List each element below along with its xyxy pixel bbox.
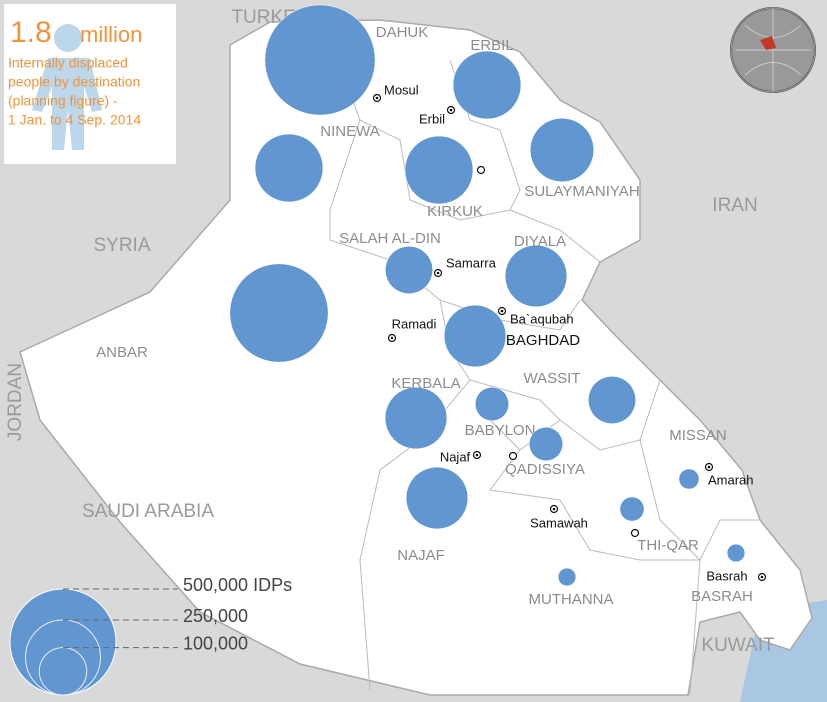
governorate-label: KIRKUK <box>427 203 483 220</box>
idp-bubble <box>443 304 507 368</box>
city-dot <box>476 165 486 175</box>
idp-bubble <box>405 466 469 530</box>
governorate-label: SALAH AL-DIN <box>339 230 441 247</box>
city-dot-center <box>475 453 479 457</box>
idp-bubble <box>529 117 595 183</box>
idp-bubble <box>726 543 746 563</box>
city-dot-center <box>375 96 379 100</box>
city-dot-center <box>707 465 711 469</box>
governorate-label: NINEWA <box>320 123 379 140</box>
city-dot-center <box>552 507 556 511</box>
country-label: JORDAN <box>5 363 26 441</box>
governorate-label: MISSAN <box>669 427 727 444</box>
legend-label: 250,000 <box>183 606 248 626</box>
city-label: Amarah <box>708 472 754 487</box>
governorate-label: BASRAH <box>691 588 753 605</box>
idp-bubble <box>452 50 522 120</box>
governorate-label: ANBAR <box>96 344 148 361</box>
legend-label: 100,000 <box>183 633 248 653</box>
city-dot-center <box>390 336 394 340</box>
city-dot-center <box>449 108 453 112</box>
governorate-label: BABYLON <box>465 422 536 439</box>
idp-bubble <box>504 244 568 308</box>
governorate-label: THI-QAR <box>637 537 699 554</box>
headline-description: people by destination <box>8 74 140 90</box>
legend-circle <box>9 588 117 696</box>
governorate-label: ERBIL <box>470 37 513 54</box>
governorate-label: WASSIT <box>524 370 581 387</box>
headline-description: (planning figure) - <box>8 93 118 109</box>
city-dot <box>630 528 640 538</box>
idp-bubble <box>474 386 510 422</box>
governorate-label: QADISSIYA <box>505 461 585 478</box>
city-label: Basrah <box>706 568 747 583</box>
headline-value: 1.8 <box>10 16 52 49</box>
city-dot <box>508 451 518 461</box>
idp-bubble <box>385 246 433 294</box>
person-icon <box>32 24 102 150</box>
headline-unit: million <box>80 22 142 47</box>
governorate-label: SULAYMANIYAH <box>524 183 639 200</box>
idp-bubble <box>619 496 645 522</box>
iraq <box>19 19 813 696</box>
governorate-label: DIYALA <box>514 233 566 250</box>
city-label: Ramadi <box>392 316 437 331</box>
governorate-label: NAJAF <box>397 547 445 564</box>
city-label: Erbil <box>419 111 445 126</box>
governorate-label: KERBALA <box>391 375 460 392</box>
idp-bubble <box>404 135 474 205</box>
city-label: Najaf <box>440 449 471 464</box>
governorate-label: MUTHANNA <box>529 591 614 608</box>
idp-bubble <box>264 4 376 116</box>
idp-bubble <box>254 133 324 203</box>
city-label: Mosul <box>384 82 419 97</box>
city-label: Ba`aqubah <box>510 311 574 326</box>
idp-bubble <box>384 386 448 450</box>
headline-description: 1 Jan. to 4 Sep. 2014 <box>8 112 141 128</box>
country-label: IRAN <box>712 195 757 216</box>
idp-bubble <box>557 567 577 587</box>
governorate-label: DAHUK <box>376 24 429 41</box>
idp-bubble <box>588 376 636 424</box>
headline-description: Internally displaced <box>8 55 128 71</box>
city-label: Samarra <box>446 255 497 270</box>
country-label: SYRIA <box>93 235 150 256</box>
legend-label: 500,000 IDPs <box>183 575 292 595</box>
idp-bubble <box>229 263 329 363</box>
country-label: SAUDI ARABIA <box>82 501 214 522</box>
idp-bubble <box>528 426 564 462</box>
city-label: Samawah <box>530 515 588 530</box>
globe <box>730 7 816 93</box>
country-label: KUWAIT <box>701 635 775 656</box>
city-dot-center <box>760 575 764 579</box>
city-dot-center <box>500 309 504 313</box>
governorate-label: BAGHDAD <box>506 332 580 349</box>
idp-bubble <box>678 468 700 490</box>
city-dot-center <box>436 271 440 275</box>
